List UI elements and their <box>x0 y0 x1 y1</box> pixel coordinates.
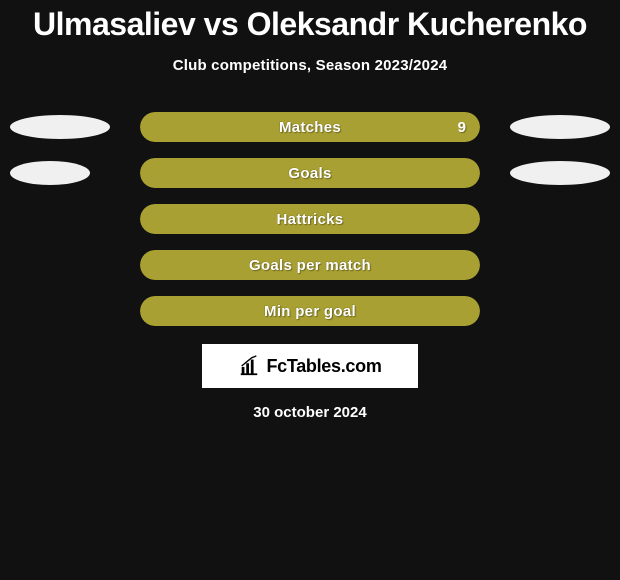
stat-row: Matches9 <box>0 112 620 142</box>
right-value-ellipse <box>510 161 610 185</box>
brand-chart-icon <box>238 355 260 377</box>
brand-text: FcTables.com <box>266 356 381 377</box>
stat-row: Goals per match <box>0 250 620 280</box>
title-player1: Ulmasaliev <box>33 6 195 42</box>
comparison-chart: Matches9 Goals Hattricks Goals per match Min… <box>0 112 620 326</box>
stat-bar-label: Hattricks <box>140 204 480 234</box>
stat-row: Hattricks <box>0 204 620 234</box>
stat-bar: Min per goal <box>140 296 480 326</box>
subtitle: Club competitions, Season 2023/2024 <box>173 57 448 74</box>
stat-row: Goals <box>0 158 620 188</box>
footer-date: 30 october 2024 <box>253 404 366 421</box>
stat-bar-label: Matches <box>140 112 480 142</box>
stat-bar-value: 9 <box>458 112 466 142</box>
stat-bar-label: Goals <box>140 158 480 188</box>
stat-bar: Hattricks <box>140 204 480 234</box>
stat-bar-label: Min per goal <box>140 296 480 326</box>
brand-badge[interactable]: FcTables.com <box>202 344 418 388</box>
stat-bar: Matches9 <box>140 112 480 142</box>
right-value-ellipse <box>510 115 610 139</box>
left-value-ellipse <box>10 115 110 139</box>
stat-bar: Goals <box>140 158 480 188</box>
page-root: Ulmasaliev vs Oleksandr Kucherenko Club … <box>0 0 620 580</box>
stat-row: Min per goal <box>0 296 620 326</box>
title-player2: Oleksandr Kucherenko <box>247 6 587 42</box>
left-value-ellipse <box>10 161 90 185</box>
stat-bar-label: Goals per match <box>140 250 480 280</box>
title-vs: vs <box>204 6 239 42</box>
stat-bar: Goals per match <box>140 250 480 280</box>
page-title: Ulmasaliev vs Oleksandr Kucherenko <box>33 6 587 43</box>
